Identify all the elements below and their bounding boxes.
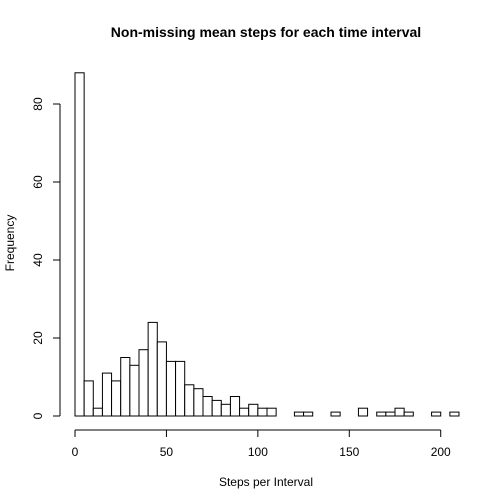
histogram-bar-6 <box>130 365 139 416</box>
y-tick-label-0: 0 <box>31 412 45 419</box>
histogram-bar-25 <box>304 412 313 416</box>
histogram-bar-20 <box>258 408 267 416</box>
histogram-bar-3 <box>102 373 111 416</box>
histogram-bar-1 <box>84 381 93 416</box>
histogram-bar-9 <box>157 342 166 416</box>
histogram-bar-21 <box>267 408 276 416</box>
y-axis: 0 20 40 60 80 <box>31 97 60 419</box>
histogram-bar-24 <box>294 412 303 416</box>
x-tick-label-2: 100 <box>248 445 268 459</box>
histogram-bar-17 <box>230 397 239 417</box>
histogram-bar-31 <box>358 408 367 416</box>
y-axis-label: Frequency <box>3 215 17 272</box>
histogram-bar-15 <box>212 400 221 416</box>
x-axis: 0 50 100 150 200 <box>72 430 451 459</box>
x-tick-label-3: 150 <box>339 445 359 459</box>
histogram-bar-19 <box>249 404 258 416</box>
histogram-bar-16 <box>221 404 230 416</box>
y-tick-label-3: 60 <box>31 175 45 189</box>
chart-title: Non-missing mean steps for each time int… <box>111 24 421 40</box>
histogram-bar-13 <box>194 389 203 416</box>
histogram-bar-2 <box>93 408 102 416</box>
y-tick-label-2: 40 <box>31 253 45 267</box>
histogram-bar-8 <box>148 322 157 416</box>
histogram-bar-41 <box>450 412 459 416</box>
histogram-bar-39 <box>432 412 441 416</box>
histogram-bar-18 <box>240 408 249 416</box>
histogram-bar-14 <box>203 397 212 417</box>
histogram-bar-34 <box>386 412 395 416</box>
y-tick-label-4: 80 <box>31 97 45 111</box>
histogram-bar-28 <box>331 412 340 416</box>
histogram-bar-7 <box>139 350 148 416</box>
histogram-bar-35 <box>395 408 404 416</box>
histogram-bar-5 <box>121 358 130 417</box>
x-tick-label-0: 0 <box>72 445 79 459</box>
histogram-bar-36 <box>404 412 413 416</box>
histogram-bar-0 <box>75 73 84 416</box>
y-tick-label-1: 20 <box>31 331 45 345</box>
histogram-bar-4 <box>112 381 121 416</box>
x-tick-label-4: 200 <box>431 445 451 459</box>
histogram-bar-12 <box>185 385 194 416</box>
histogram-bar-33 <box>377 412 386 416</box>
histogram-bar-11 <box>176 361 185 416</box>
bars-group <box>75 73 459 416</box>
histogram-bar-10 <box>166 361 175 416</box>
x-tick-label-1: 50 <box>160 445 174 459</box>
x-axis-label: Steps per Interval <box>219 475 313 489</box>
